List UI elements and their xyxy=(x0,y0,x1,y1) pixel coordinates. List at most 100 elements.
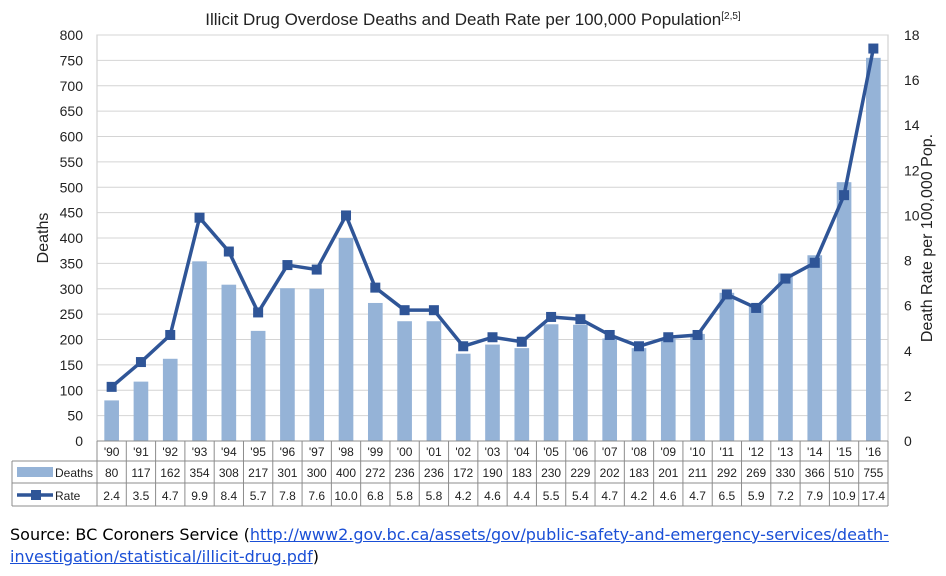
rate-point xyxy=(516,336,527,347)
rate-value-label: 10.0 xyxy=(334,489,358,503)
category-label: '14 xyxy=(807,445,823,459)
rate-value-label: 4.7 xyxy=(601,489,618,503)
rate-point xyxy=(751,302,762,313)
category-label: '95 xyxy=(250,445,266,459)
deaths-value-label: 354 xyxy=(190,466,210,480)
rate-point xyxy=(165,329,176,340)
bar xyxy=(162,358,178,441)
source-link-line1: http://www2.gov.bc.ca/assets/gov/public-… xyxy=(249,525,889,544)
chart-title-text: Illicit Drug Overdose Deaths and Death R… xyxy=(205,10,721,29)
bar xyxy=(778,273,793,441)
category-label: '10 xyxy=(690,445,706,459)
category-label: '98 xyxy=(338,445,354,459)
rate-point xyxy=(223,246,234,257)
y-left-tick-label: 100 xyxy=(60,382,84,398)
bar xyxy=(485,344,500,441)
category-label: '94 xyxy=(221,445,237,459)
bar-series xyxy=(104,57,881,442)
category-label: '96 xyxy=(280,445,296,459)
deaths-value-label: 400 xyxy=(336,466,356,480)
rate-value-label: 7.9 xyxy=(806,489,823,503)
y-left-tick-label: 600 xyxy=(60,129,84,145)
bar xyxy=(660,338,676,441)
y-left-tick-label: 500 xyxy=(60,179,84,195)
rate-value-label: 5.5 xyxy=(543,489,560,503)
rate-value-label: 6.8 xyxy=(367,489,384,503)
rate-value-label: 7.8 xyxy=(279,489,296,503)
y-left-tick-label: 250 xyxy=(60,306,84,322)
deaths-value-label: 269 xyxy=(746,466,766,480)
bar xyxy=(250,330,266,441)
legend-rate-label: Rate xyxy=(55,489,81,503)
rate-value-label: 6.5 xyxy=(719,489,736,503)
source-note: Source: BC Coroners Service (http://www2… xyxy=(10,524,910,568)
bar xyxy=(690,333,705,441)
category-label: '08 xyxy=(631,445,647,459)
deaths-value-label: 117 xyxy=(131,466,150,480)
chart-title-superscript: [2,5] xyxy=(721,11,741,22)
rate-point xyxy=(604,329,615,340)
y-left-tick-label: 350 xyxy=(60,255,84,271)
rate-point xyxy=(399,305,410,316)
deaths-value-label: 201 xyxy=(658,466,678,480)
rate-point xyxy=(663,332,674,343)
rate-value-label: 17.4 xyxy=(862,489,886,503)
y-left-tick-label: 0 xyxy=(75,433,83,449)
source-suffix: ) xyxy=(312,547,319,566)
y-left-tick-label: 650 xyxy=(60,103,84,119)
category-label: '04 xyxy=(514,445,530,459)
source-prefix: Source: BC Coroners Service ( xyxy=(10,525,250,544)
bar xyxy=(719,292,735,441)
y-left-tick-label: 800 xyxy=(60,27,84,43)
y-left-tick-label: 450 xyxy=(60,205,84,221)
rate-value-label: 4.2 xyxy=(455,489,472,503)
rate-value-label: 7.2 xyxy=(777,489,794,503)
rate-point xyxy=(546,311,557,322)
bar xyxy=(631,348,647,441)
line-series xyxy=(106,43,879,392)
data-table: '90 80 2.4 '91 117 3.5 '92 162 4.7 '93 354 9.9 '94 30… xyxy=(11,440,889,507)
deaths-value-label: 272 xyxy=(365,466,385,480)
legend-deaths-swatch xyxy=(17,467,53,477)
rate-value-label: 4.4 xyxy=(513,489,530,503)
rate-point xyxy=(809,257,820,268)
source-link[interactable]: http://www2.gov.bc.ca/assets/gov/public-… xyxy=(10,525,889,566)
deaths-value-label: 236 xyxy=(395,466,415,480)
y-axis-left-label: Deaths xyxy=(35,213,52,264)
deaths-value-label: 183 xyxy=(512,466,532,480)
deaths-value-label: 217 xyxy=(248,466,268,480)
y-left-tick-label: 200 xyxy=(60,332,84,348)
bar xyxy=(397,321,412,441)
deaths-value-label: 755 xyxy=(863,466,883,480)
category-label: '15 xyxy=(836,445,852,459)
y-left-tick-label: 700 xyxy=(60,78,84,94)
axes: 0501001502002503003504004505005506006507… xyxy=(60,27,920,449)
rate-value-label: 4.2 xyxy=(631,489,648,503)
y-left-tick-label: 550 xyxy=(60,154,84,170)
legend-deaths-label: Deaths xyxy=(55,466,93,480)
deaths-value-label: 229 xyxy=(570,466,590,480)
category-label: '00 xyxy=(397,445,413,459)
y-left-tick-label: 300 xyxy=(60,281,84,297)
rate-point xyxy=(428,305,439,316)
rate-value-label: 9.9 xyxy=(191,489,208,503)
deaths-value-label: 172 xyxy=(453,466,473,480)
rate-point xyxy=(311,264,322,275)
rate-value-label: 3.5 xyxy=(133,489,150,503)
deaths-value-label: 162 xyxy=(160,466,180,480)
rate-point xyxy=(692,329,703,340)
rate-point xyxy=(487,332,498,343)
bar xyxy=(807,255,823,441)
category-label: '93 xyxy=(192,445,208,459)
bar xyxy=(280,288,295,441)
rate-point xyxy=(341,210,352,221)
y-right-tick-label: 2 xyxy=(904,388,912,404)
rate-point xyxy=(633,341,644,352)
deaths-value-label: 366 xyxy=(805,466,825,480)
category-label: '91 xyxy=(133,445,149,459)
bar xyxy=(338,238,354,441)
rate-point xyxy=(106,381,117,392)
rate-value-label: 5.8 xyxy=(396,489,413,503)
rate-point xyxy=(868,43,879,54)
rate-value-label: 4.7 xyxy=(689,489,706,503)
